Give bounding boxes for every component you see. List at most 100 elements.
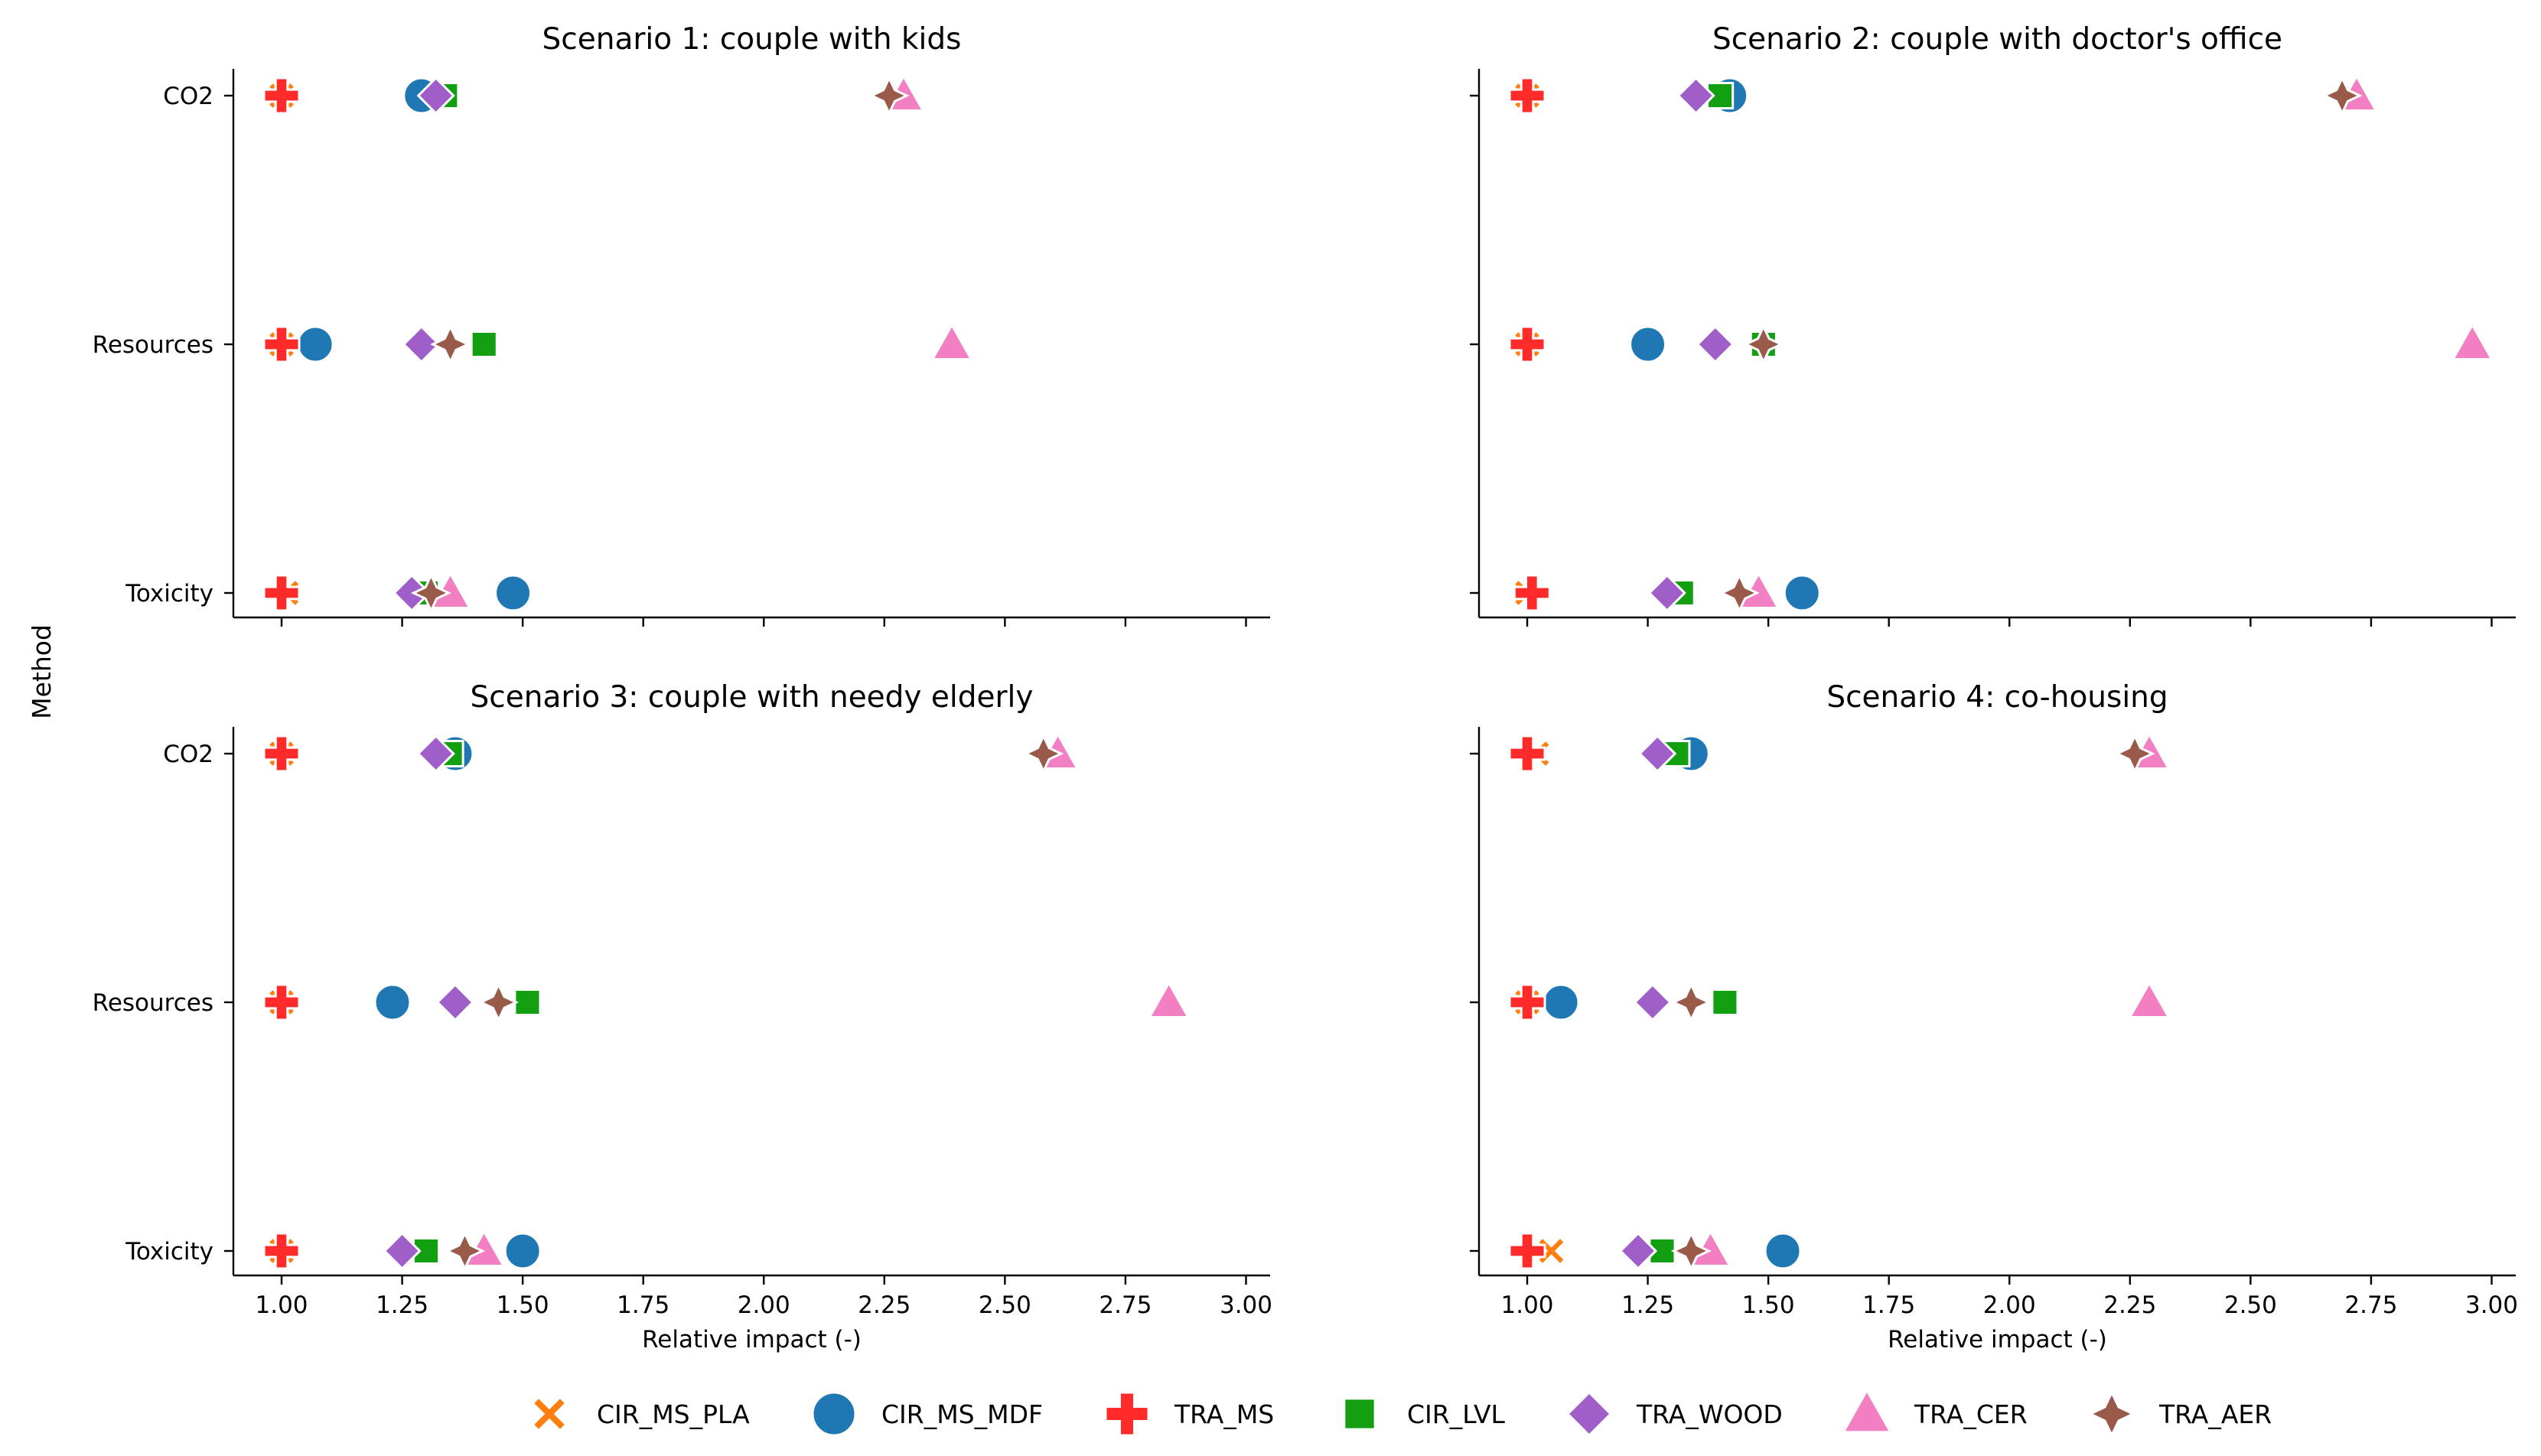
panel-4: Scenario 4: co-housing 1.00 1.25 1.50 1.75 2.… (1470, 680, 2518, 1353)
x-tick-label: 1.25 (1621, 1292, 1674, 1319)
legend-marker-cir-ms-pla (531, 1396, 568, 1432)
data-point-cir-ms-mdf (373, 983, 412, 1021)
data-point-tra-aer (1743, 324, 1784, 365)
data-point-tra-aer (444, 1230, 486, 1272)
data-point-tra-cer (2451, 322, 2494, 361)
x-tick-label: 1.75 (617, 1292, 669, 1319)
data-point-tra-ms (262, 77, 301, 115)
panel-2: Scenario 2: couple with doctor's office (1470, 22, 2516, 627)
x-axis-label: Relative impact (-) (642, 1326, 862, 1353)
legend-marker-cir-ms-mdf (811, 1391, 857, 1437)
legend-marker-tra-ms (1104, 1391, 1150, 1437)
data-point-tra-ms (262, 325, 301, 363)
data-point-tra-cer (930, 322, 973, 361)
data-point-cir-ms-mdf (296, 325, 334, 363)
data-point-tra-aer (478, 982, 520, 1023)
x-tick-label: 2.25 (2103, 1292, 2156, 1319)
legend-label: TRA_AER (2158, 1399, 2272, 1429)
data-point-tra-ms (262, 574, 301, 612)
x-tick-label: 3.00 (1220, 1292, 1272, 1319)
data-point-tra-aer (1670, 1230, 1712, 1272)
data-point-tra-wood (435, 982, 475, 1022)
x-tick-label: 1.00 (1501, 1292, 1554, 1319)
data-point-tra-ms (1508, 1232, 1546, 1270)
data-point-tra-aer (410, 572, 451, 614)
data-point-tra-ms (1508, 735, 1546, 773)
data-point-tra-wood (416, 734, 455, 774)
x-tick-label: 2.00 (1983, 1292, 2036, 1319)
data-point-tra-aer (1670, 982, 1712, 1023)
x-tick-label: 1.50 (1742, 1292, 1795, 1319)
data-point-cir-lvl (1711, 988, 1739, 1017)
panel-1: Scenario 1: couple with kids CO2 Resources… (93, 22, 1270, 627)
legend-label: TRA_MS (1174, 1399, 1274, 1429)
legend-label: CIR_MS_PLA (597, 1399, 750, 1429)
data-point-tra-cer (2128, 980, 2171, 1019)
legend-label: CIR_LVL (1407, 1399, 1506, 1429)
data-point-tra-ms (1508, 983, 1546, 1021)
y-tick-label: Toxicity (125, 580, 213, 607)
data-point-tra-ms (262, 1232, 301, 1270)
data-point-tra-aer (868, 75, 910, 116)
data-point-tra-ms (262, 735, 301, 773)
y-tick-label: Resources (93, 331, 213, 359)
x-tick-label: 2.00 (738, 1292, 790, 1319)
legend-label: CIR_MS_MDF (881, 1399, 1043, 1429)
y-tick-label: Resources (93, 989, 213, 1017)
data-point-cir-lvl (470, 330, 498, 359)
data-point-tra-wood (402, 324, 441, 364)
legend-marker-tra-cer (1841, 1388, 1893, 1434)
data-point-tra-wood (1618, 1231, 1658, 1271)
y-tick-label: CO2 (163, 741, 213, 768)
data-point-tra-aer (1023, 733, 1064, 774)
x-tick-label: 1.75 (1862, 1292, 1915, 1319)
x-tick-label: 1.00 (256, 1292, 308, 1319)
legend-marker-tra-wood (1565, 1390, 1613, 1438)
x-tick-label: 2.50 (979, 1292, 1031, 1319)
data-point-cir-ms-mdf (1783, 574, 1821, 612)
data-point-tra-aer (1718, 572, 1760, 614)
legend-label: TRA_WOOD (1636, 1399, 1783, 1429)
x-tick-label: 2.50 (2224, 1292, 2277, 1319)
data-point-tra-aer (2114, 733, 2155, 774)
y-axis-label: Method (27, 624, 57, 719)
data-point-tra-cer (1147, 980, 1191, 1019)
data-point-cir-ms-mdf (494, 574, 533, 612)
x-tick-label: 1.50 (497, 1292, 549, 1319)
data-point-tra-wood (1696, 324, 1735, 364)
data-point-cir-ms-mdf (1542, 983, 1580, 1021)
data-point-cir-ms-mdf (1764, 1232, 1802, 1270)
x-tick-label: 2.25 (858, 1292, 911, 1319)
panel-title: Scenario 2: couple with doctor's office (1712, 22, 2282, 57)
legend-marker-tra-aer (2087, 1389, 2136, 1438)
data-point-tra-ms (262, 983, 301, 1021)
x-tick-label: 2.75 (1099, 1292, 1152, 1319)
legend-marker-cir-lvl (1343, 1397, 1376, 1431)
data-point-cir-ms-mdf (1629, 325, 1667, 363)
data-point-cir-ms-mdf (503, 1232, 542, 1270)
panel-3: Scenario 3: couple with needy elderly CO2… (93, 680, 1272, 1353)
data-point-tra-wood (383, 1231, 422, 1271)
data-point-tra-wood (1638, 734, 1677, 774)
data-point-tra-aer (2321, 75, 2363, 116)
x-tick-label: 1.25 (376, 1292, 428, 1319)
data-point-tra-wood (1676, 76, 1715, 116)
legend-label: TRA_CER (1914, 1399, 2028, 1429)
data-point-tra-wood (1633, 982, 1673, 1022)
data-point-tra-ms (1508, 325, 1546, 363)
y-tick-label: Toxicity (125, 1238, 213, 1265)
legend: CIR_MS_PLA CIR_MS_MDF TRA_MS CIR_LVL TRA_WOO… (531, 1388, 2272, 1438)
x-tick-label: 3.00 (2465, 1292, 2518, 1319)
data-point-tra-wood (1647, 573, 1686, 613)
data-point-tra-wood (416, 76, 455, 116)
data-point-tra-ms (1508, 77, 1546, 115)
data-point-tra-aer (430, 324, 471, 365)
panel-title: Scenario 1: couple with kids (542, 22, 962, 57)
panel-title: Scenario 3: couple with needy elderly (471, 680, 1034, 715)
panel-title: Scenario 4: co-housing (1826, 680, 2168, 715)
x-tick-label: 2.75 (2344, 1292, 2397, 1319)
data-point-tra-ms (1513, 574, 1551, 612)
x-axis-label: Relative impact (-) (1888, 1326, 2107, 1353)
